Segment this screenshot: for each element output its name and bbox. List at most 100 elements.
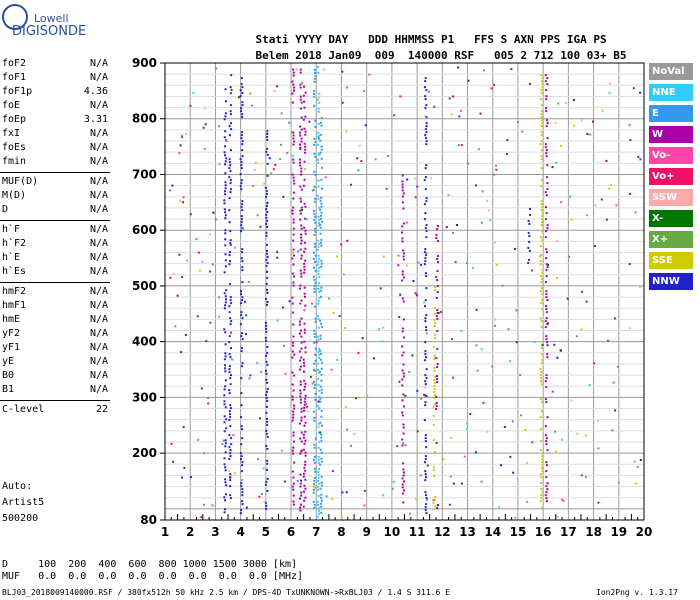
echo-dot [402, 393, 405, 396]
echo-dot [240, 218, 243, 221]
echo-dot [292, 248, 295, 251]
echo-dot [320, 409, 323, 412]
echo-dot [540, 92, 543, 95]
noise-dot [427, 90, 430, 93]
noise-dot [404, 394, 407, 397]
echo-dot [265, 207, 268, 210]
echo-dot [436, 291, 439, 294]
echo-dot [402, 252, 405, 255]
noise-dot [425, 252, 428, 255]
echo-dot [540, 497, 543, 500]
echo-dot [229, 188, 232, 191]
echo-dot [291, 350, 294, 353]
echo-dot [292, 206, 295, 209]
echo-dot [541, 212, 544, 215]
noise-dot [311, 302, 314, 305]
echo-dot [314, 197, 317, 200]
noise-dot [179, 199, 182, 202]
noise-dot [408, 512, 411, 515]
echo-dot [240, 455, 243, 458]
echo-dot [300, 299, 303, 302]
echo-dot [229, 299, 232, 302]
echo-dot [292, 233, 295, 236]
echo-dot [436, 318, 439, 321]
noise-dot [281, 306, 284, 309]
echo-dot [265, 204, 268, 207]
echo-dot [425, 287, 428, 290]
echo-dot [546, 176, 549, 179]
echo-dot [241, 461, 244, 464]
noise-dot [448, 97, 451, 100]
echo-dot [293, 86, 296, 89]
echo-dot [291, 341, 294, 344]
echo-dot [317, 287, 320, 290]
y-tick-label: 400 [132, 335, 157, 349]
echo-dot [423, 218, 426, 221]
echo-dot [302, 505, 305, 508]
echo-dot [318, 347, 321, 350]
noise-dot [399, 293, 402, 296]
echo-dot [539, 143, 542, 146]
echo-dot [436, 261, 439, 264]
echo-dot [304, 463, 307, 466]
echo-dot [265, 405, 268, 408]
param-value: N/A [89, 72, 108, 83]
noise-dot [585, 214, 588, 217]
echo-dot [241, 437, 244, 440]
noise-dot [530, 269, 533, 272]
echo-dot [433, 318, 436, 321]
param-row: fmin N/A [2, 156, 108, 170]
echo-dot [312, 491, 315, 494]
echo-dot [313, 416, 316, 419]
noise-dot [539, 255, 542, 258]
echo-dot [540, 80, 543, 83]
param-value: N/A [89, 266, 108, 277]
echo-dot [401, 195, 404, 198]
echo-dot [318, 512, 321, 515]
echo-dot [540, 281, 543, 284]
echo-dot [229, 413, 232, 416]
distance-row: D 100 200 400 600 800 1000 1500 3000 [km… [2, 559, 298, 570]
param-row: yF1 N/A [2, 342, 108, 356]
echo-dot [303, 379, 306, 382]
echo-dot [265, 390, 268, 393]
echo-dot [320, 205, 323, 208]
noise-dot [181, 476, 184, 479]
noise-dot [231, 358, 234, 361]
echo-dot [239, 173, 242, 176]
noise-dot [214, 218, 217, 221]
echo-dot [317, 269, 320, 272]
echo-dot [320, 415, 323, 418]
echo-dot [432, 468, 435, 471]
echo-dot [230, 128, 233, 131]
echo-dot [313, 152, 316, 155]
noise-dot [519, 373, 522, 376]
echo-dot [317, 134, 320, 137]
echo-dot [546, 224, 549, 227]
noise-dot [475, 184, 478, 187]
noise-dot [412, 280, 415, 283]
echo-dot [313, 137, 316, 140]
noise-dot [482, 401, 485, 404]
noise-dot [435, 441, 438, 444]
echo-dot [264, 501, 267, 504]
h1-col: DAY [328, 33, 349, 46]
echo-dot [435, 378, 438, 381]
echo-dot [540, 131, 543, 134]
noise-dot [169, 276, 172, 279]
echo-dot [304, 229, 307, 232]
noise-dot [480, 348, 483, 351]
echo-dot [266, 255, 269, 258]
noise-dot [239, 446, 242, 449]
noise-dot [436, 504, 439, 507]
echo-dot [224, 445, 227, 448]
echo-dot [402, 423, 405, 426]
echo-dot [241, 338, 244, 341]
echo-dot [299, 164, 302, 167]
echo-dot [304, 217, 307, 220]
echo-dot [292, 494, 295, 497]
noise-dot [313, 486, 316, 489]
noise-dot [301, 208, 304, 211]
echo-dot [545, 263, 548, 266]
echo-dot [240, 161, 243, 164]
